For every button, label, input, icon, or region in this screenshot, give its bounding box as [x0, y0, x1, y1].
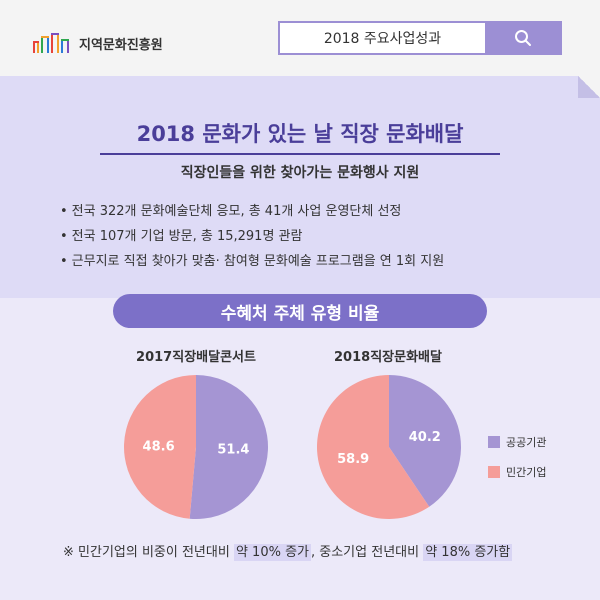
search-input[interactable]	[280, 23, 485, 53]
footnote-highlight: 약 18% 증가함	[423, 544, 513, 561]
page-title: 2018 문화가 있는 날 직장 문화배달	[136, 122, 464, 146]
search-icon	[514, 30, 531, 46]
search-button[interactable]	[485, 23, 560, 53]
pie-slice	[389, 375, 461, 507]
legend-label-public: 공공기관	[506, 436, 547, 449]
search-bar	[278, 21, 562, 55]
legend: 공공기관 민간기업	[488, 427, 546, 487]
legend-swatch-private	[488, 466, 500, 478]
pie-chart-2018: 40.2 58.9	[317, 375, 461, 519]
page-fold-corner	[578, 76, 600, 98]
footnote-text: , 중소기업 전년대비	[311, 545, 424, 560]
footnote: ※ 민간기업의 비중이 전년대비 약 10% 증가, 중소기업 전년대비 약 1…	[63, 541, 513, 561]
footnote-text: ※ 민간기업의 비중이 전년대비	[63, 545, 234, 560]
legend-swatch-public	[488, 436, 500, 448]
legend-item-private: 민간기업	[488, 457, 546, 487]
pie-slice-label: 48.6	[143, 439, 175, 454]
pie-chart-2017: 51.4 48.6	[124, 375, 269, 519]
title-divider	[100, 153, 500, 155]
logo[interactable]: 지역문화진흥원	[33, 33, 163, 53]
bullet-item: 근무지로 직접 찾아가 맞춤· 참여형 문화예술 프로그램을 연 1회 지원	[60, 249, 445, 274]
logo-text: 지역문화진흥원	[79, 37, 163, 53]
pie-slice-label: 40.2	[409, 430, 441, 445]
legend-label-private: 민간기업	[506, 466, 547, 479]
section-heading: 수혜처 주체 유형 비율	[113, 294, 487, 328]
bullet-item: 전국 322개 문화예술단체 응모, 총 41개 사업 운영단체 선정	[60, 199, 444, 224]
pie-slice-label: 58.9	[337, 452, 369, 467]
pie-slice	[317, 375, 430, 519]
logo-icon	[33, 33, 69, 53]
footnote-highlight: 약 10% 증가	[233, 544, 311, 561]
bullet-list: 전국 322개 문화예술단체 응모, 총 41개 사업 운영단체 선정 전국 1…	[60, 199, 445, 274]
legend-item-public: 공공기관	[488, 427, 546, 457]
pie-slice	[124, 375, 196, 519]
bullet-item: 전국 107개 기업 방문, 총 15,291명 관람	[60, 224, 444, 249]
chart-title-2018: 2018직장문화배달	[334, 350, 442, 365]
chart-title-2017: 2017직장배달콘서트	[136, 350, 256, 365]
page-subtitle: 직장인들을 위한 찾아가는 문화행사 지원	[180, 165, 420, 181]
pie-slice-label: 51.4	[217, 443, 249, 458]
pie-slice	[189, 375, 269, 519]
